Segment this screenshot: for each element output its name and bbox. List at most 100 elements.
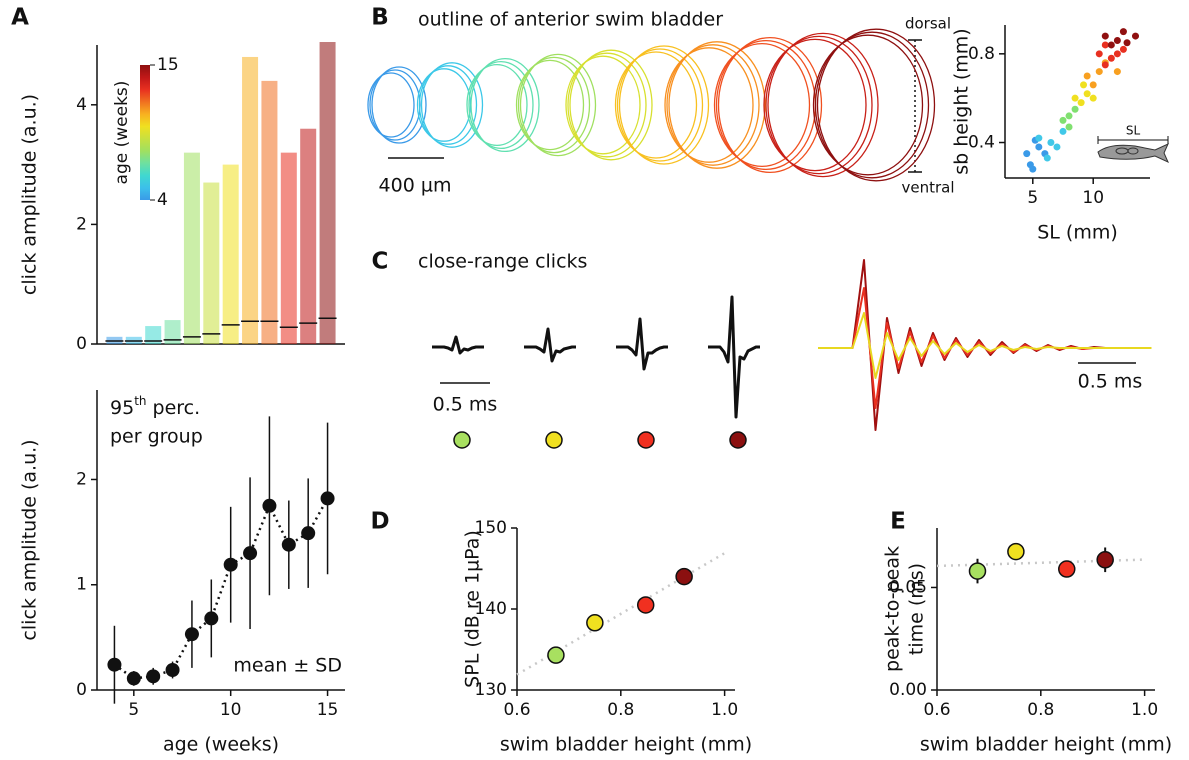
inset-label: SL (1126, 124, 1141, 138)
panel-letter: D (370, 509, 389, 535)
x-axis-label: SL (mm) (1037, 222, 1118, 244)
bladder-outline (519, 53, 597, 157)
annotation: 95th perc. (110, 394, 200, 419)
x-tick-label: 1.0 (1131, 700, 1158, 720)
legend-text: mean ± SD (233, 655, 342, 677)
mean-point (281, 537, 296, 552)
x-tick-label: 0.6 (503, 700, 530, 720)
point (1089, 81, 1097, 89)
y-tick-label: 140 (475, 599, 507, 619)
waveform-trace (818, 312, 1152, 379)
y-axis-label: click amplitude (a.u.) (19, 439, 41, 640)
point (1047, 139, 1055, 147)
point (968, 562, 987, 580)
amplitude-cloud (203, 182, 220, 344)
y-tick-label: 150 (475, 518, 507, 538)
amplitude-cloud (280, 152, 297, 344)
y-axis-label: SPL (dB re 1µPa) (462, 530, 484, 688)
amplitude-cloud (300, 128, 317, 344)
point (1059, 127, 1067, 135)
amplitude-cloud (183, 152, 200, 344)
bladder-outline (765, 35, 873, 175)
point (1065, 123, 1073, 131)
mean-point (301, 526, 316, 541)
point (1095, 68, 1103, 76)
bladder-outline (369, 69, 421, 141)
colorbar-tick-label: 4 (157, 190, 168, 210)
bladder-outline (420, 62, 484, 148)
bladder-outline (814, 31, 930, 179)
bladder-outline (567, 52, 647, 158)
x-tick-label: 0.8 (607, 700, 634, 720)
point (1107, 41, 1115, 49)
group-marker (637, 431, 655, 449)
annotation-sup: th (134, 394, 146, 408)
fish-icon (1097, 142, 1169, 164)
mean-point (204, 611, 219, 626)
point (1023, 150, 1031, 158)
bladder-outline (569, 49, 653, 161)
y-axis-label: peak-to-peak (882, 546, 904, 672)
title: outline of anterior swim bladder (418, 9, 723, 31)
y-tick-label: 130 (475, 680, 507, 700)
bladder-outline (763, 38, 867, 172)
x-axis-label: swim bladder height (mm) (500, 734, 752, 756)
bladder-outline (812, 34, 924, 176)
group-marker (545, 431, 563, 449)
point (1101, 41, 1109, 49)
bladder-outline (666, 44, 760, 166)
point (1071, 105, 1079, 113)
y-tick-label: 2 (76, 469, 87, 489)
point (586, 614, 604, 632)
y-tick-label: 1 (76, 575, 87, 595)
mean-point (262, 498, 277, 513)
x-tick-label: 10 (220, 700, 242, 720)
group-marker (729, 431, 747, 449)
bladder-outline (618, 45, 710, 165)
point (1132, 32, 1139, 40)
bladder-outline (616, 48, 704, 162)
point (675, 567, 693, 586)
x-tick-label: 5 (128, 700, 139, 720)
panel-letter: A (11, 5, 29, 31)
amplitude-cloud (145, 326, 162, 344)
mean-point (146, 669, 161, 684)
y-tick-label: 0 (76, 334, 87, 354)
ventral-label: ventral (901, 179, 954, 197)
amplitude-cloud (242, 56, 259, 345)
bladder-outline (713, 42, 811, 168)
mean-point (243, 546, 258, 561)
bladder-outline (767, 32, 879, 178)
y-tick-label: 0 (76, 680, 87, 700)
colorbar-tick-label: 15 (157, 55, 179, 75)
point (1065, 112, 1073, 120)
mean-point (126, 671, 141, 686)
annotation-part: 95 (110, 397, 134, 419)
x-tick-label: 0.8 (1027, 700, 1054, 720)
title: close-range clicks (418, 251, 587, 273)
amplitude-cloud (164, 320, 181, 344)
point (1059, 116, 1067, 124)
point (1083, 90, 1091, 98)
point (1113, 37, 1121, 45)
point (1080, 81, 1088, 89)
point (1071, 94, 1079, 102)
colorbar (140, 65, 150, 200)
bladder-outline (717, 36, 823, 174)
point (1107, 54, 1115, 62)
bladder-outline (816, 28, 936, 182)
x-axis-label: swim bladder height (mm) (920, 734, 1172, 756)
bladder-outline (367, 72, 415, 138)
bladder-outline (466, 63, 528, 147)
x-axis-label: age (weeks) (163, 734, 279, 756)
y-axis-label: sb height (mm) (951, 28, 973, 174)
bladder-outline (470, 57, 540, 153)
point (1123, 39, 1131, 47)
group-marker (453, 431, 471, 449)
x-tick-label: 0.6 (923, 700, 950, 720)
x-tick-label: 1.0 (711, 700, 738, 720)
fish-bladder (1127, 147, 1139, 155)
bladder-outline (468, 60, 534, 150)
point (1101, 32, 1109, 40)
